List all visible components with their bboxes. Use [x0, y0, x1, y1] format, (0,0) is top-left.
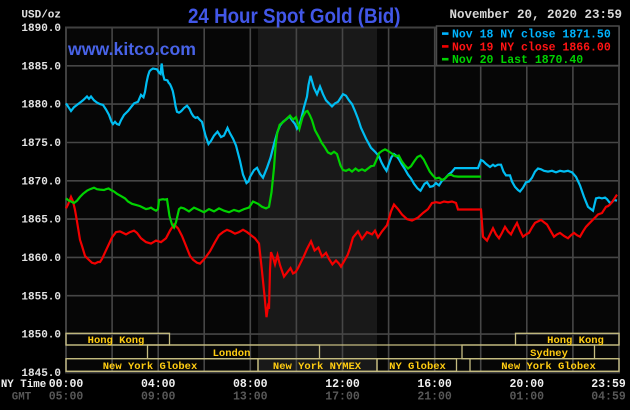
svg-text:www.kitco.com: www.kitco.com — [67, 39, 196, 59]
svg-text:Hong Kong: Hong Kong — [88, 335, 145, 347]
svg-text:Nov 18 NY close 1871.50: Nov 18 NY close 1871.50 — [452, 29, 611, 42]
svg-text:New York Globex: New York Globex — [501, 361, 596, 373]
svg-text:05:00: 05:00 — [49, 391, 84, 404]
svg-text:NY Globex: NY Globex — [389, 361, 446, 373]
svg-text:1885.0: 1885.0 — [21, 61, 61, 73]
svg-text:London: London — [213, 348, 251, 360]
svg-text:21:00: 21:00 — [417, 391, 452, 404]
svg-text:USD/oz: USD/oz — [21, 10, 61, 22]
svg-text:09:00: 09:00 — [141, 391, 176, 404]
svg-text:Hong Kong: Hong Kong — [547, 335, 604, 347]
svg-text:Nov 19 NY close 1866.00: Nov 19 NY close 1866.00 — [452, 41, 611, 54]
svg-text:Sydney: Sydney — [530, 348, 569, 360]
svg-text:1850.0: 1850.0 — [21, 330, 61, 342]
svg-text:1855.0: 1855.0 — [21, 291, 61, 303]
svg-text:17:00: 17:00 — [325, 391, 360, 404]
svg-text:New York Globex: New York Globex — [103, 361, 198, 373]
svg-text:1870.0: 1870.0 — [21, 176, 61, 188]
svg-text:1875.0: 1875.0 — [21, 138, 61, 150]
svg-text:12:00: 12:00 — [325, 378, 360, 391]
svg-text:1845.0: 1845.0 — [21, 368, 61, 380]
svg-text:20:00: 20:00 — [510, 378, 545, 391]
svg-text:GMT: GMT — [12, 392, 32, 404]
svg-text:1880.0: 1880.0 — [21, 100, 61, 112]
svg-text:23:59: 23:59 — [591, 378, 626, 391]
svg-text:13:00: 13:00 — [233, 391, 268, 404]
svg-text:November 20, 2020 23:59: November 20, 2020 23:59 — [449, 8, 622, 22]
svg-text:1860.0: 1860.0 — [21, 253, 61, 265]
svg-text:NY Time: NY Time — [1, 379, 46, 391]
svg-text:01:00: 01:00 — [510, 391, 545, 404]
svg-text:1890.0: 1890.0 — [21, 23, 61, 35]
svg-text:04:59: 04:59 — [591, 391, 626, 404]
svg-text:Nov 20 Last 1870.40: Nov 20 Last 1870.40 — [452, 54, 583, 67]
svg-text:1865.0: 1865.0 — [21, 215, 61, 227]
svg-text:16:00: 16:00 — [417, 378, 452, 391]
svg-text:04:00: 04:00 — [141, 378, 176, 391]
svg-text:New York NYMEX: New York NYMEX — [273, 361, 362, 373]
svg-text:00:00: 00:00 — [49, 378, 84, 391]
svg-text:08:00: 08:00 — [233, 378, 268, 391]
svg-text:24 Hour Spot Gold (Bid): 24 Hour Spot Gold (Bid) — [188, 5, 401, 28]
